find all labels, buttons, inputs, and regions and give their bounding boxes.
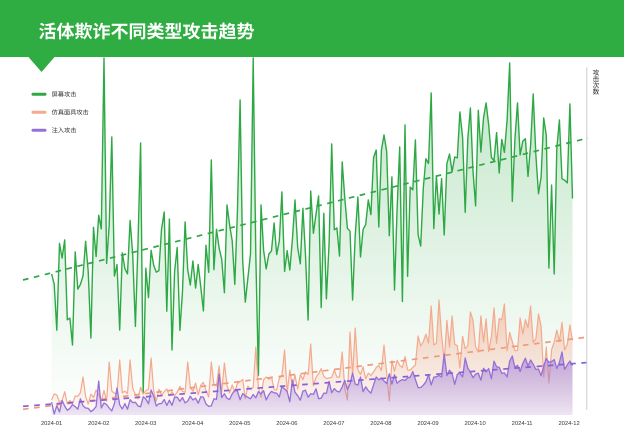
svg-text:2024-11: 2024-11 (512, 421, 533, 427)
svg-text:2024-05: 2024-05 (229, 421, 250, 427)
svg-text:2024-10: 2024-10 (464, 421, 485, 427)
svg-text:2024-03: 2024-03 (135, 421, 156, 427)
svg-text:2024-08: 2024-08 (370, 421, 391, 427)
svg-text:2024-07: 2024-07 (323, 421, 344, 427)
svg-text:2024-02: 2024-02 (88, 421, 109, 427)
svg-text:2024-04: 2024-04 (182, 421, 204, 427)
svg-text:2024-09: 2024-09 (417, 421, 438, 427)
svg-text:2024-01: 2024-01 (41, 421, 62, 427)
svg-text:2024-06: 2024-06 (276, 421, 297, 427)
svg-text:2024-12: 2024-12 (558, 421, 579, 427)
